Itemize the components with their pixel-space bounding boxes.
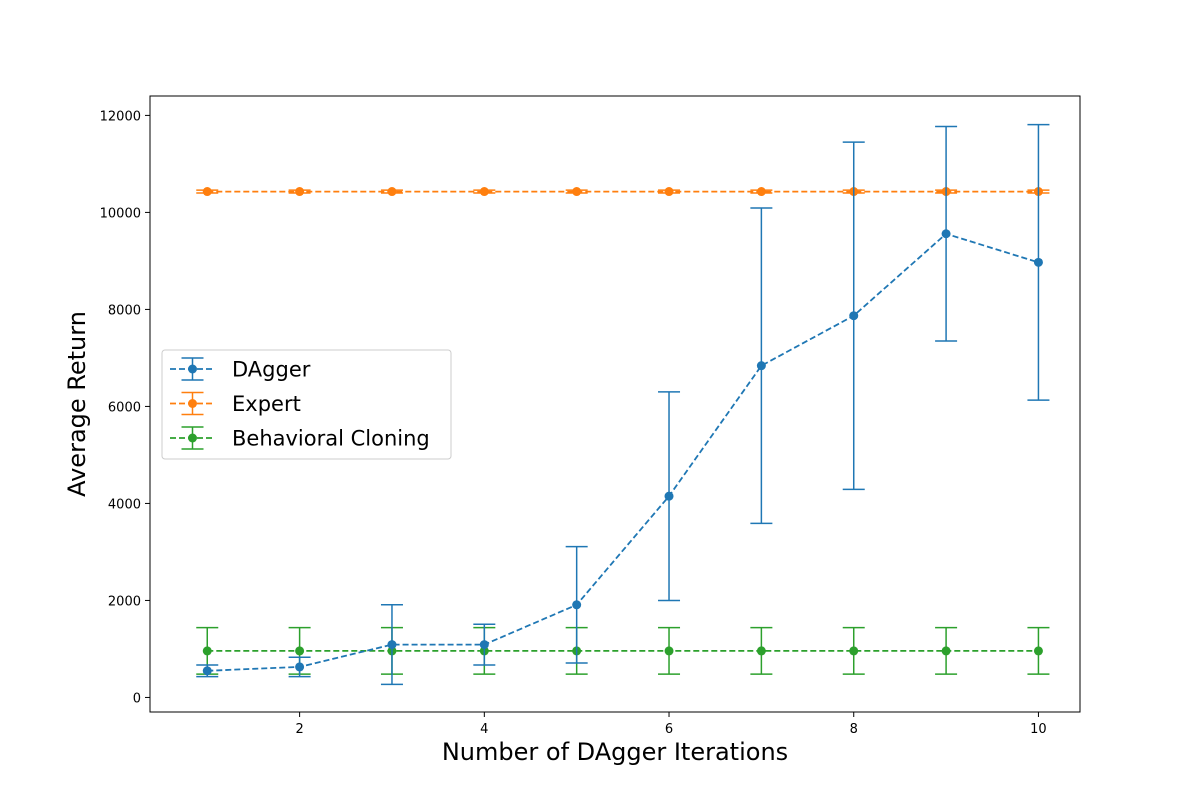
series-dagger — [196, 123, 1050, 686]
data-point — [941, 646, 951, 656]
series-behavioral-cloning — [196, 626, 1050, 675]
data-point — [849, 646, 859, 656]
x-tick-label: 6 — [665, 722, 673, 737]
y-axis-label: Average Return — [63, 311, 91, 497]
data-point — [479, 640, 489, 650]
data-point — [941, 229, 951, 239]
legend-label: Expert — [232, 392, 301, 416]
data-point — [479, 187, 489, 197]
legend-item-expert: Expert — [170, 391, 301, 416]
data-point — [387, 187, 397, 197]
data-point — [295, 646, 305, 656]
data-point — [295, 662, 305, 672]
data-point — [664, 646, 674, 656]
data-point — [202, 646, 212, 656]
x-axis: 2 4 6 8 10 — [295, 712, 1047, 737]
data-point — [295, 187, 305, 197]
data-point — [664, 491, 674, 501]
x-tick-label: 10 — [1030, 722, 1047, 737]
data-point — [756, 361, 766, 371]
data-point — [1033, 646, 1043, 656]
plot-frame — [149, 95, 1081, 713]
y-axis: 0 2000 4000 6000 8000 10000 12000 — [100, 109, 150, 706]
legend-marker — [188, 364, 197, 374]
data-point — [756, 646, 766, 656]
series-line — [207, 232, 1039, 672]
x-axis-label: Number of DAgger Iterations — [442, 738, 788, 766]
data-point — [1033, 257, 1043, 267]
data-point — [572, 600, 582, 610]
series-expert — [196, 187, 1050, 197]
y-tick-label: 0 — [133, 691, 141, 706]
legend-label: DAgger — [232, 358, 311, 382]
x-tick-label: 8 — [850, 722, 858, 737]
legend-marker — [188, 399, 197, 408]
data-point — [572, 187, 582, 197]
data-point — [202, 187, 212, 197]
x-tick-label: 2 — [295, 722, 303, 737]
y-tick-label: 8000 — [108, 303, 141, 318]
y-tick-label: 12000 — [100, 109, 141, 124]
y-tick-label: 6000 — [108, 400, 141, 415]
data-point — [849, 311, 859, 321]
legend-box — [161, 349, 452, 460]
legend: DAgger Expert Behavioral Cloning — [161, 349, 452, 460]
legend-label: Behavioral Cloning — [232, 427, 430, 451]
y-tick-label: 4000 — [108, 497, 141, 512]
plot-layer — [196, 123, 1050, 686]
data-point — [756, 187, 766, 197]
legend-item-dagger: DAgger — [170, 357, 311, 382]
data-point — [387, 640, 397, 650]
y-tick-label: 2000 — [108, 594, 141, 609]
legend-item-behavioral-cloning: Behavioral Cloning — [170, 426, 430, 451]
data-point — [664, 187, 674, 197]
y-tick-label: 10000 — [100, 206, 141, 221]
legend-marker — [188, 433, 197, 443]
x-tick-label: 4 — [480, 722, 488, 737]
data-point — [202, 666, 212, 676]
